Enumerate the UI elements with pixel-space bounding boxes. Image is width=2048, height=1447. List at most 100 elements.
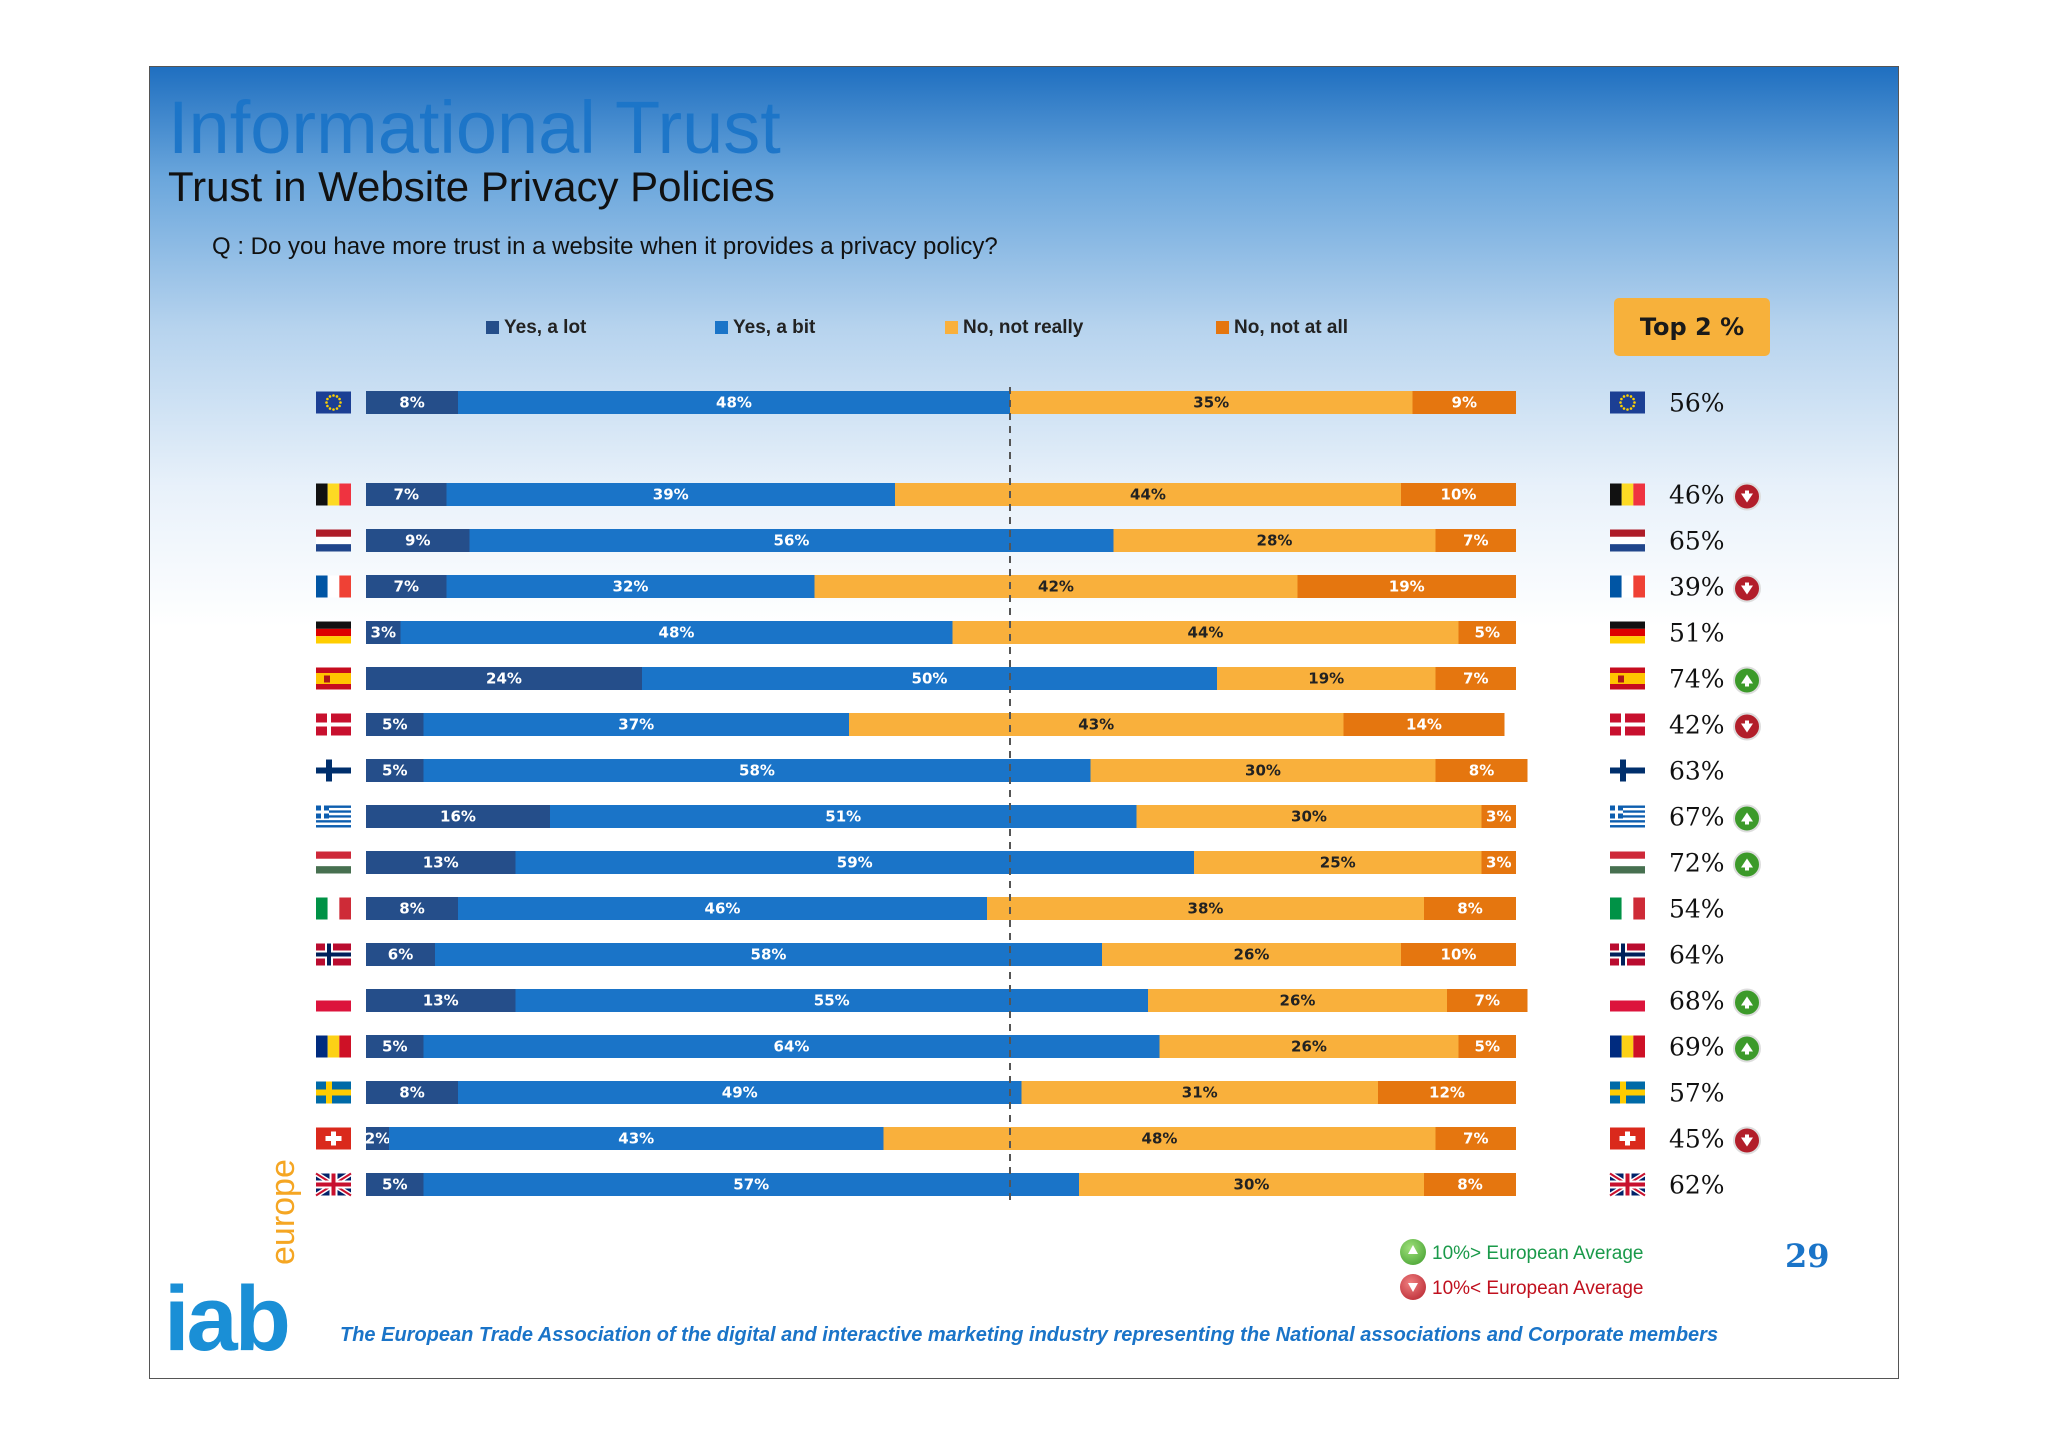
top2-value: 56% <box>1669 389 1725 418</box>
bar-segment <box>1447 989 1528 1012</box>
romania-flag-icon <box>316 1035 351 1058</box>
norway-flag-icon <box>1610 943 1645 966</box>
flag-part <box>1610 536 1645 545</box>
bar-segment <box>1159 1035 1459 1058</box>
legend-label: Yes, a lot <box>504 317 587 338</box>
flag-part <box>316 667 351 673</box>
bar-segment <box>1148 989 1447 1012</box>
bar-segment <box>1435 529 1516 552</box>
flag-part <box>1610 1182 1645 1187</box>
flag-part <box>1610 807 1645 811</box>
bar-row: 8% 48% 35% 9% 56% <box>316 389 1725 418</box>
spain-flag-icon <box>316 667 351 690</box>
flag-star <box>332 408 335 411</box>
bar-segment <box>895 483 1401 506</box>
flag-part <box>1610 529 1645 537</box>
flag-part <box>1610 667 1645 673</box>
flag-part <box>1610 575 1622 598</box>
data-label: 8% <box>1457 900 1482 918</box>
flag-part <box>327 897 340 920</box>
flag-part <box>1610 1000 1645 1012</box>
flag-part <box>316 1035 328 1058</box>
slide: Informational Trust Trust in Website Pri… <box>149 66 1899 1379</box>
bar-segment <box>1021 1081 1378 1104</box>
arrow-glyph <box>1741 858 1753 868</box>
bar-row: 16% 51% 30% 3% 67% <box>316 803 1761 833</box>
top2-value: 57% <box>1669 1079 1725 1108</box>
flag-part <box>316 673 351 684</box>
bar-segment <box>550 805 1137 828</box>
flag-part <box>1610 812 1645 816</box>
france-flag-icon <box>316 575 351 598</box>
bar-segment <box>642 667 1217 690</box>
bar-segment <box>1458 1035 1516 1058</box>
flag-part <box>316 812 351 816</box>
data-label: 43% <box>1078 716 1114 734</box>
flag-part <box>316 858 351 867</box>
bar-segment <box>366 851 516 874</box>
bar-segment <box>987 897 1424 920</box>
bar-row: 7% 39% 44% 10% 46% <box>316 481 1761 511</box>
flag-part <box>1610 483 1622 506</box>
flag-star <box>1632 404 1635 408</box>
bar-segment <box>1136 805 1482 828</box>
data-label: 6% <box>388 946 413 964</box>
flag-part <box>316 1000 351 1012</box>
bar-segment <box>1113 529 1436 552</box>
flag-part <box>1610 810 1623 814</box>
bar-segment <box>1401 483 1516 506</box>
data-label: 10% <box>1441 486 1477 504</box>
data-label: 59% <box>837 854 873 872</box>
flag-part <box>316 529 351 537</box>
flag-star <box>1626 394 1629 397</box>
bar-segment <box>366 1173 424 1196</box>
flag-part <box>316 1089 351 1096</box>
netherlands-flag-icon <box>316 529 351 552</box>
bar-row: 13% 55% 26% 7% 68% <box>316 987 1761 1017</box>
denmark-flag-icon <box>316 713 351 736</box>
bar-segment <box>1102 943 1401 966</box>
flag-part <box>316 817 351 821</box>
data-label: 8% <box>399 394 424 412</box>
survey-question: Q : Do you have more trust in a website … <box>212 233 998 260</box>
bar-row: 24% 50% 19% 7% 74% <box>316 665 1761 695</box>
romania-flag-icon <box>1610 1035 1645 1058</box>
sweden-flag-icon <box>316 1081 351 1104</box>
flag-star <box>339 401 342 404</box>
legend-item-no-not-really: No, not really <box>945 317 1083 339</box>
bar-segment <box>389 1127 884 1150</box>
arrow-stem <box>1745 866 1749 871</box>
flag-part <box>1610 989 1645 1001</box>
flag-part <box>1610 825 1645 828</box>
top2-value: 45% <box>1669 1125 1725 1154</box>
flag-part <box>327 483 340 506</box>
arrow-glyph <box>1741 996 1753 1006</box>
data-label: 3% <box>371 624 396 642</box>
chart-legend: Yes, a lot Yes, a bit No, not really No,… <box>150 317 1898 347</box>
slide-subtitle: Trust in Website Privacy Policies <box>168 163 775 210</box>
flag-star <box>1620 397 1623 401</box>
spain-flag-icon <box>1610 667 1645 690</box>
flag-part <box>1621 1035 1634 1058</box>
finland-flag-icon <box>316 759 351 782</box>
flag-part <box>1633 483 1645 506</box>
data-label: 43% <box>618 1130 654 1148</box>
flag-part <box>1610 673 1645 684</box>
bar-segment <box>1079 1173 1424 1196</box>
top2-header-badge: Top 2 % <box>1614 298 1770 356</box>
flag-star <box>325 401 328 404</box>
bar-segment <box>366 943 435 966</box>
top2-value: 62% <box>1669 1171 1725 1200</box>
flag-part <box>1621 897 1634 920</box>
arrow-stem <box>1745 490 1749 495</box>
bar-segment <box>1458 621 1516 644</box>
data-label: 38% <box>1188 900 1224 918</box>
bar-segment <box>469 529 1114 552</box>
bar-segment <box>366 989 516 1012</box>
bar-segment <box>1412 391 1516 414</box>
data-label: 28% <box>1257 532 1293 550</box>
legend-label: No, not at all <box>1234 317 1348 338</box>
bar-segment <box>814 575 1298 598</box>
bar-segment <box>1435 667 1516 690</box>
bar-segment <box>366 529 470 552</box>
